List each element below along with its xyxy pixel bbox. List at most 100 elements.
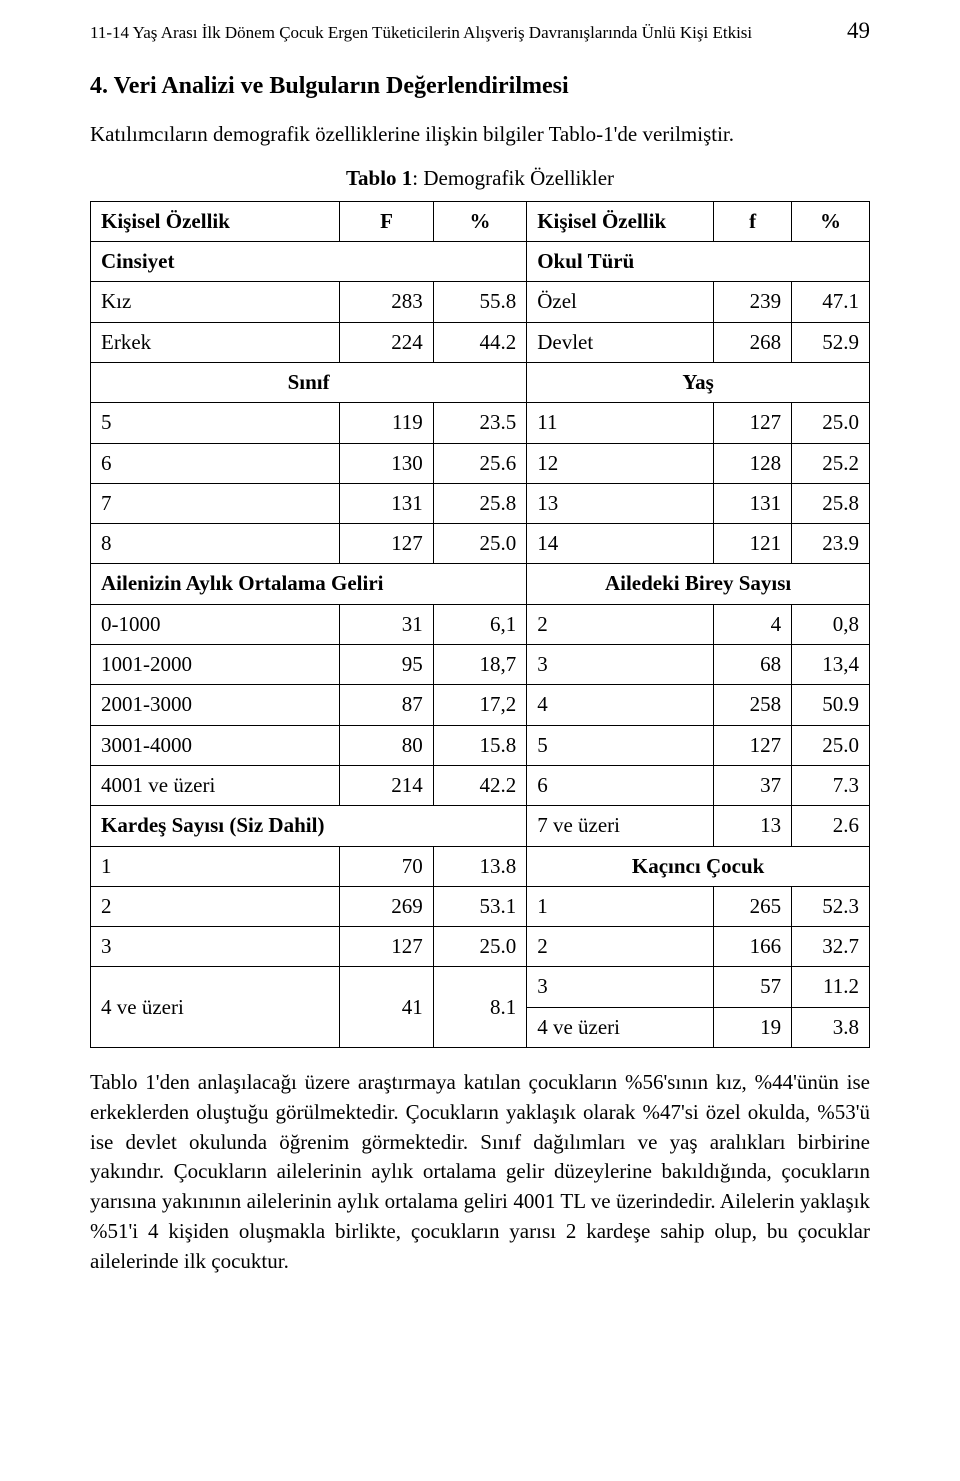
hdr-right-pct: % bbox=[792, 201, 870, 241]
cell: 47.1 bbox=[792, 282, 870, 322]
running-title: 11-14 Yaş Arası İlk Dönem Çocuk Ergen Tü… bbox=[90, 22, 847, 45]
table-header-row: Kişisel Özellik F % Kişisel Özellik f % bbox=[91, 201, 870, 241]
cell: 127 bbox=[714, 725, 792, 765]
cell: 55.8 bbox=[433, 282, 526, 322]
cell: 53.1 bbox=[433, 886, 526, 926]
table-subhead-row: Ailenizin Aylık Ortalama Geliri Ailedeki… bbox=[91, 564, 870, 604]
cell: 5 bbox=[527, 725, 714, 765]
cell: 13,4 bbox=[792, 645, 870, 685]
cell: 31 bbox=[340, 604, 433, 644]
cell: 7.3 bbox=[792, 765, 870, 805]
cell: 25.0 bbox=[433, 524, 526, 564]
table-row: 7 131 25.8 13 131 25.8 bbox=[91, 483, 870, 523]
cell: 15.8 bbox=[433, 725, 526, 765]
table-row: 3001-4000 80 15.8 5 127 25.0 bbox=[91, 725, 870, 765]
cell: 25.8 bbox=[792, 483, 870, 523]
cell: 239 bbox=[714, 282, 792, 322]
cell: 68 bbox=[714, 645, 792, 685]
cell: 5 bbox=[91, 403, 340, 443]
cell: 3 bbox=[91, 927, 340, 967]
cell: 18,7 bbox=[433, 645, 526, 685]
cell: 41 bbox=[340, 967, 433, 1048]
cell: 7 ve üzeri bbox=[527, 806, 714, 846]
running-head: 11-14 Yaş Arası İlk Dönem Çocuk Ergen Tü… bbox=[90, 18, 870, 45]
cell: 25.0 bbox=[433, 927, 526, 967]
cell: 0,8 bbox=[792, 604, 870, 644]
cell: 6 bbox=[527, 765, 714, 805]
closing-paragraph: Tablo 1'den anlaşılacağı üzere araştırma… bbox=[90, 1068, 870, 1277]
cell: 258 bbox=[714, 685, 792, 725]
table-row: Erkek 224 44.2 Devlet 268 52.9 bbox=[91, 322, 870, 362]
cell: 269 bbox=[340, 886, 433, 926]
cell: 87 bbox=[340, 685, 433, 725]
hdr-left-label: Kişisel Özellik bbox=[91, 201, 340, 241]
subhead-right: Kaçıncı Çocuk bbox=[527, 846, 870, 886]
cell: 17,2 bbox=[433, 685, 526, 725]
cell: 11 bbox=[527, 403, 714, 443]
table-row: 1 70 13.8 Kaçıncı Çocuk bbox=[91, 846, 870, 886]
cell: 2 bbox=[527, 927, 714, 967]
cell: 25.0 bbox=[792, 725, 870, 765]
cell: 3.8 bbox=[792, 1007, 870, 1047]
cell: 3001-4000 bbox=[91, 725, 340, 765]
cell: 25.6 bbox=[433, 443, 526, 483]
table-row: 2 269 53.1 1 265 52.3 bbox=[91, 886, 870, 926]
cell: 224 bbox=[340, 322, 433, 362]
cell: 25.0 bbox=[792, 403, 870, 443]
table-row: 1001-2000 95 18,7 3 68 13,4 bbox=[91, 645, 870, 685]
cell: 14 bbox=[527, 524, 714, 564]
cell: 32.7 bbox=[792, 927, 870, 967]
cell: 50.9 bbox=[792, 685, 870, 725]
hdr-right-f: f bbox=[714, 201, 792, 241]
cell: 95 bbox=[340, 645, 433, 685]
subhead-right: Okul Türü bbox=[527, 242, 870, 282]
cell: 6,1 bbox=[433, 604, 526, 644]
intro-paragraph: Katılımcıların demografik özelliklerine … bbox=[90, 120, 870, 150]
cell: 265 bbox=[714, 886, 792, 926]
cell: 3 bbox=[527, 645, 714, 685]
subhead-left: Kardeş Sayısı (Siz Dahil) bbox=[91, 806, 527, 846]
hdr-right-label: Kişisel Özellik bbox=[527, 201, 714, 241]
cell: 268 bbox=[714, 322, 792, 362]
cell: 1 bbox=[91, 846, 340, 886]
caption-label: Tablo 1 bbox=[346, 166, 412, 190]
cell: 1 bbox=[527, 886, 714, 926]
cell: 131 bbox=[340, 483, 433, 523]
cell: 52.3 bbox=[792, 886, 870, 926]
cell: 57 bbox=[714, 967, 792, 1007]
cell: 44.2 bbox=[433, 322, 526, 362]
cell: 283 bbox=[340, 282, 433, 322]
cell: 130 bbox=[340, 443, 433, 483]
page-number: 49 bbox=[847, 18, 870, 44]
cell: 3 bbox=[527, 967, 714, 1007]
cell: Devlet bbox=[527, 322, 714, 362]
table-row: 6 130 25.6 12 128 25.2 bbox=[91, 443, 870, 483]
cell: 23.9 bbox=[792, 524, 870, 564]
cell: 11.2 bbox=[792, 967, 870, 1007]
table-row: Kız 283 55.8 Özel 239 47.1 bbox=[91, 282, 870, 322]
subhead-left: Ailenizin Aylık Ortalama Geliri bbox=[91, 564, 527, 604]
cell: 214 bbox=[340, 765, 433, 805]
caption-text: : Demografik Özellikler bbox=[412, 166, 614, 190]
cell: 2 bbox=[91, 886, 340, 926]
subhead-right: Ailedeki Birey Sayısı bbox=[527, 564, 870, 604]
demographics-table: Kişisel Özellik F % Kişisel Özellik f % … bbox=[90, 201, 870, 1048]
page-root: 11-14 Yaş Arası İlk Dönem Çocuk Ergen Tü… bbox=[0, 0, 960, 1333]
hdr-left-f: F bbox=[340, 201, 433, 241]
table-caption: Tablo 1: Demografik Özellikler bbox=[90, 166, 870, 191]
cell: 1001-2000 bbox=[91, 645, 340, 685]
table-row: 0-1000 31 6,1 2 4 0,8 bbox=[91, 604, 870, 644]
cell: 52.9 bbox=[792, 322, 870, 362]
subhead-right: Yaş bbox=[527, 362, 870, 402]
cell: 0-1000 bbox=[91, 604, 340, 644]
subhead-left: Cinsiyet bbox=[91, 242, 527, 282]
cell: 2001-3000 bbox=[91, 685, 340, 725]
cell: 119 bbox=[340, 403, 433, 443]
cell: 4 ve üzeri bbox=[527, 1007, 714, 1047]
cell: 2 bbox=[527, 604, 714, 644]
cell: 131 bbox=[714, 483, 792, 523]
cell: 13 bbox=[714, 806, 792, 846]
hdr-left-pct: % bbox=[433, 201, 526, 241]
cell: 23.5 bbox=[433, 403, 526, 443]
cell: 8.1 bbox=[433, 967, 526, 1048]
